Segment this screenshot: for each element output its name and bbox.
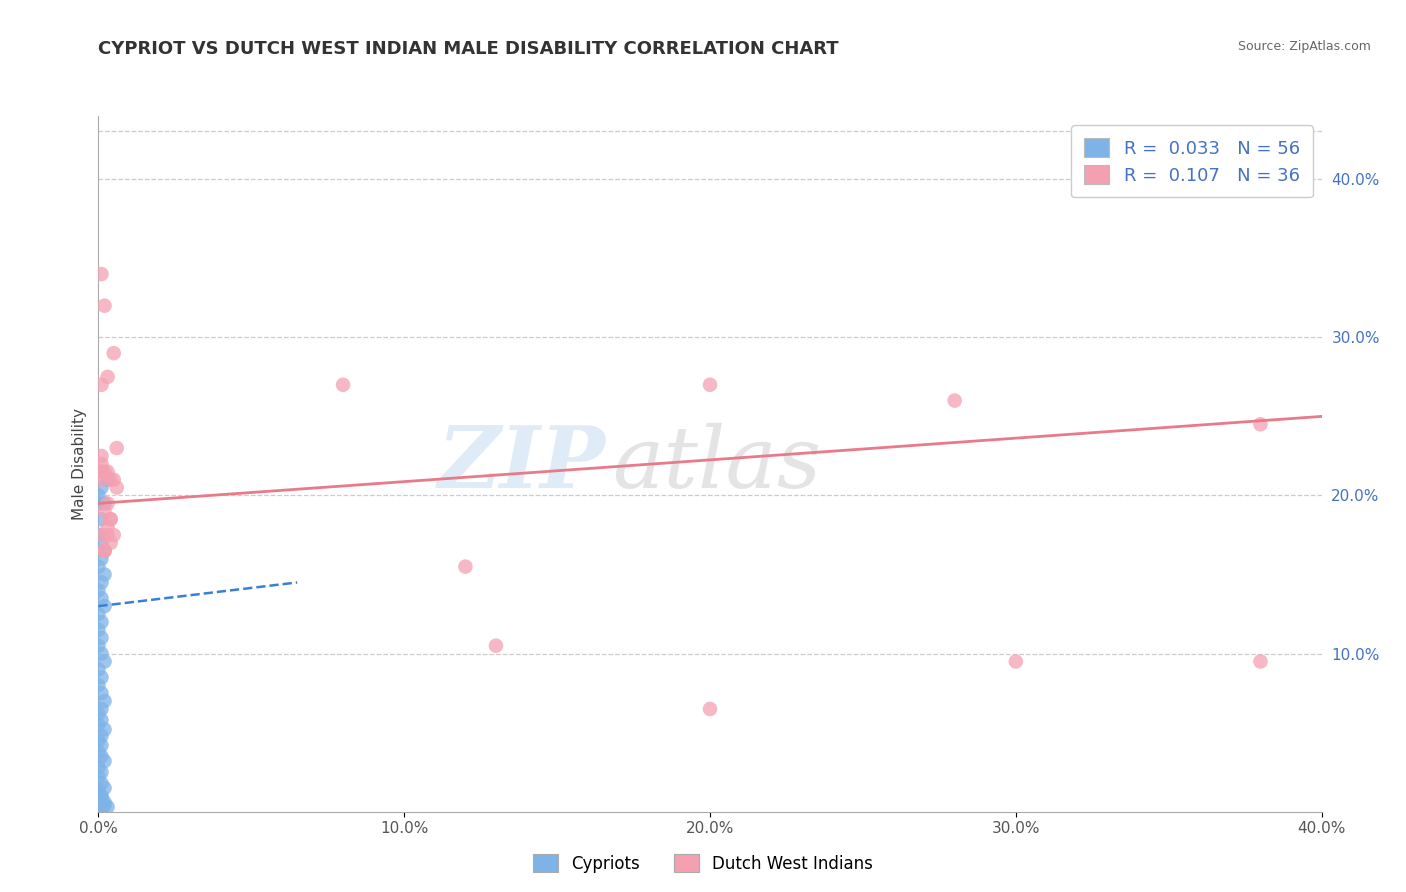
Point (87, 803, 110, 817)
Text: atlas: atlas (612, 423, 821, 505)
Point (100, 473, 122, 487)
Point (103, 346, 125, 360)
Point (90, 702, 112, 716)
Point (87, 706, 110, 721)
Point (90, 465, 112, 479)
Point (1249, 417, 1271, 432)
Point (87, 496, 110, 510)
Point (93, 465, 115, 479)
Point (1249, 655, 1271, 669)
Point (93, 543, 115, 558)
Point (97, 473, 120, 487)
Point (90, 591, 112, 606)
Point (97, 465, 120, 479)
Point (90, 749, 112, 764)
Point (93, 795, 115, 809)
Point (90, 473, 112, 487)
Point (90, 536, 112, 550)
Point (105, 441, 128, 455)
Point (87, 528, 110, 542)
Point (699, 377, 721, 392)
Point (90, 449, 112, 463)
Point (87, 786, 110, 800)
Y-axis label: Male Disability: Male Disability (72, 408, 87, 520)
Point (87, 662, 110, 676)
Point (87, 745, 110, 759)
Point (90, 377, 112, 392)
Point (97, 800, 120, 814)
Point (87, 678, 110, 692)
Point (93, 299, 115, 313)
Point (332, 377, 354, 392)
Point (87, 488, 110, 502)
Text: Source: ZipAtlas.com: Source: ZipAtlas.com (1237, 40, 1371, 54)
Point (100, 512, 122, 526)
Point (93, 543, 115, 558)
Point (93, 543, 115, 558)
Point (90, 686, 112, 700)
Point (90, 481, 112, 495)
Point (93, 655, 115, 669)
Point (103, 528, 125, 542)
Point (97, 496, 120, 510)
Point (454, 559, 477, 574)
Text: CYPRIOT VS DUTCH WEST INDIAN MALE DISABILITY CORRELATION CHART: CYPRIOT VS DUTCH WEST INDIAN MALE DISABI… (98, 40, 839, 58)
Point (93, 694, 115, 708)
Point (87, 717, 110, 731)
Point (87, 760, 110, 774)
Point (1371, 156, 1393, 170)
Point (90, 465, 112, 479)
Point (90, 797, 112, 811)
Point (87, 623, 110, 637)
Text: ZIP: ZIP (439, 422, 606, 506)
Legend: R =  0.033   N = 56, R =  0.107   N = 36: R = 0.033 N = 56, R = 0.107 N = 36 (1071, 125, 1313, 197)
Point (100, 512, 122, 526)
Point (103, 473, 125, 487)
Legend: Cypriots, Dutch West Indians: Cypriots, Dutch West Indians (526, 847, 880, 880)
Point (87, 639, 110, 653)
Point (90, 631, 112, 645)
Point (90, 713, 112, 727)
Point (87, 607, 110, 621)
Point (90, 765, 112, 780)
Point (93, 504, 115, 518)
Point (87, 583, 110, 598)
Point (90, 615, 112, 629)
Point (97, 369, 120, 384)
Point (93, 780, 115, 795)
Point (87, 559, 110, 574)
Point (90, 729, 112, 743)
Point (1004, 655, 1026, 669)
Point (90, 457, 112, 471)
Point (90, 789, 112, 803)
Point (97, 520, 120, 534)
Point (93, 798, 115, 813)
Point (93, 496, 115, 510)
Point (90, 512, 112, 526)
Point (100, 536, 122, 550)
Point (93, 754, 115, 768)
Point (93, 567, 115, 582)
Point (93, 723, 115, 737)
Point (485, 639, 508, 653)
Point (90, 670, 112, 684)
Point (699, 702, 721, 716)
Point (90, 739, 112, 753)
Point (90, 790, 112, 805)
Point (90, 551, 112, 566)
Point (90, 801, 112, 815)
Point (90, 267, 112, 281)
Point (90, 776, 112, 790)
Point (90, 647, 112, 661)
Point (93, 599, 115, 614)
Point (87, 733, 110, 747)
Point (87, 794, 110, 808)
Point (90, 528, 112, 542)
Point (90, 575, 112, 590)
Point (87, 770, 110, 784)
Point (87, 784, 110, 798)
Point (105, 481, 128, 495)
Point (943, 393, 966, 408)
Point (97, 528, 120, 542)
